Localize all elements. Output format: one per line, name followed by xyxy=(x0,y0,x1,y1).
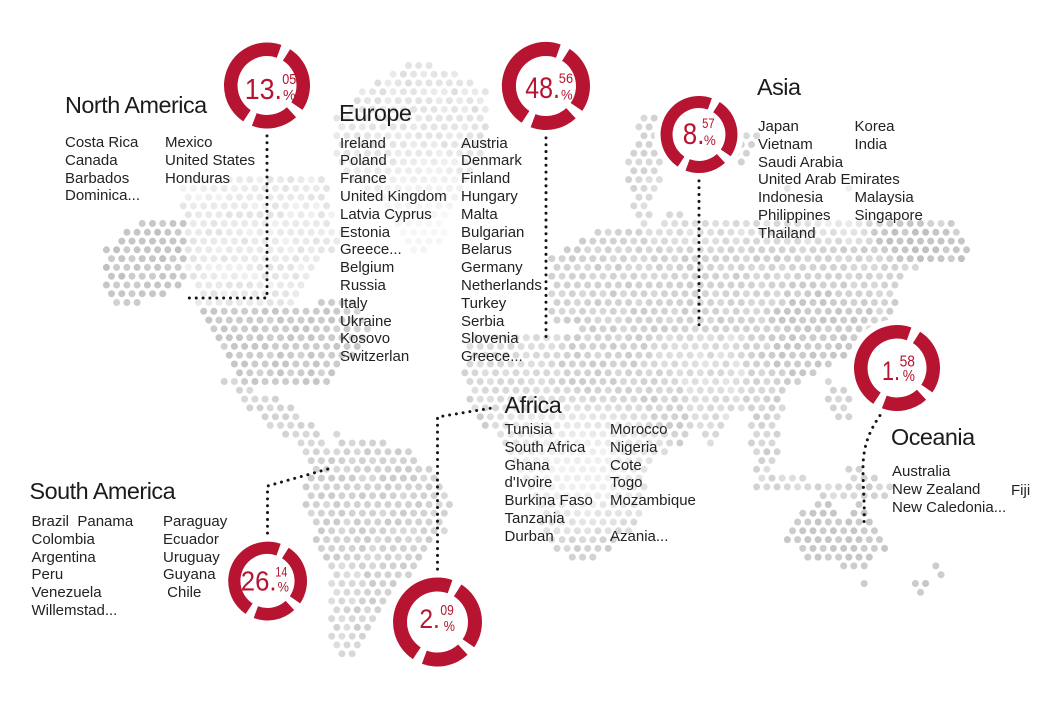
svg-text:%: % xyxy=(903,368,915,385)
svg-text:2.: 2. xyxy=(419,604,440,634)
svg-text:%: % xyxy=(561,87,573,103)
svg-text:8.: 8. xyxy=(683,118,705,151)
svg-text:13.: 13. xyxy=(245,74,282,106)
svg-text:%: % xyxy=(704,133,716,148)
svg-text:09: 09 xyxy=(440,602,453,619)
svg-text:14: 14 xyxy=(275,565,287,580)
svg-text:48.: 48. xyxy=(525,72,560,105)
svg-text:1.: 1. xyxy=(882,356,900,386)
svg-text:%: % xyxy=(283,87,296,104)
svg-text:57: 57 xyxy=(702,116,715,131)
svg-text:%: % xyxy=(278,580,289,595)
svg-text:56: 56 xyxy=(559,70,573,86)
svg-text:26.: 26. xyxy=(241,566,277,597)
svg-text:05: 05 xyxy=(282,71,296,88)
svg-text:%: % xyxy=(444,618,455,635)
svg-text:58: 58 xyxy=(900,354,915,371)
